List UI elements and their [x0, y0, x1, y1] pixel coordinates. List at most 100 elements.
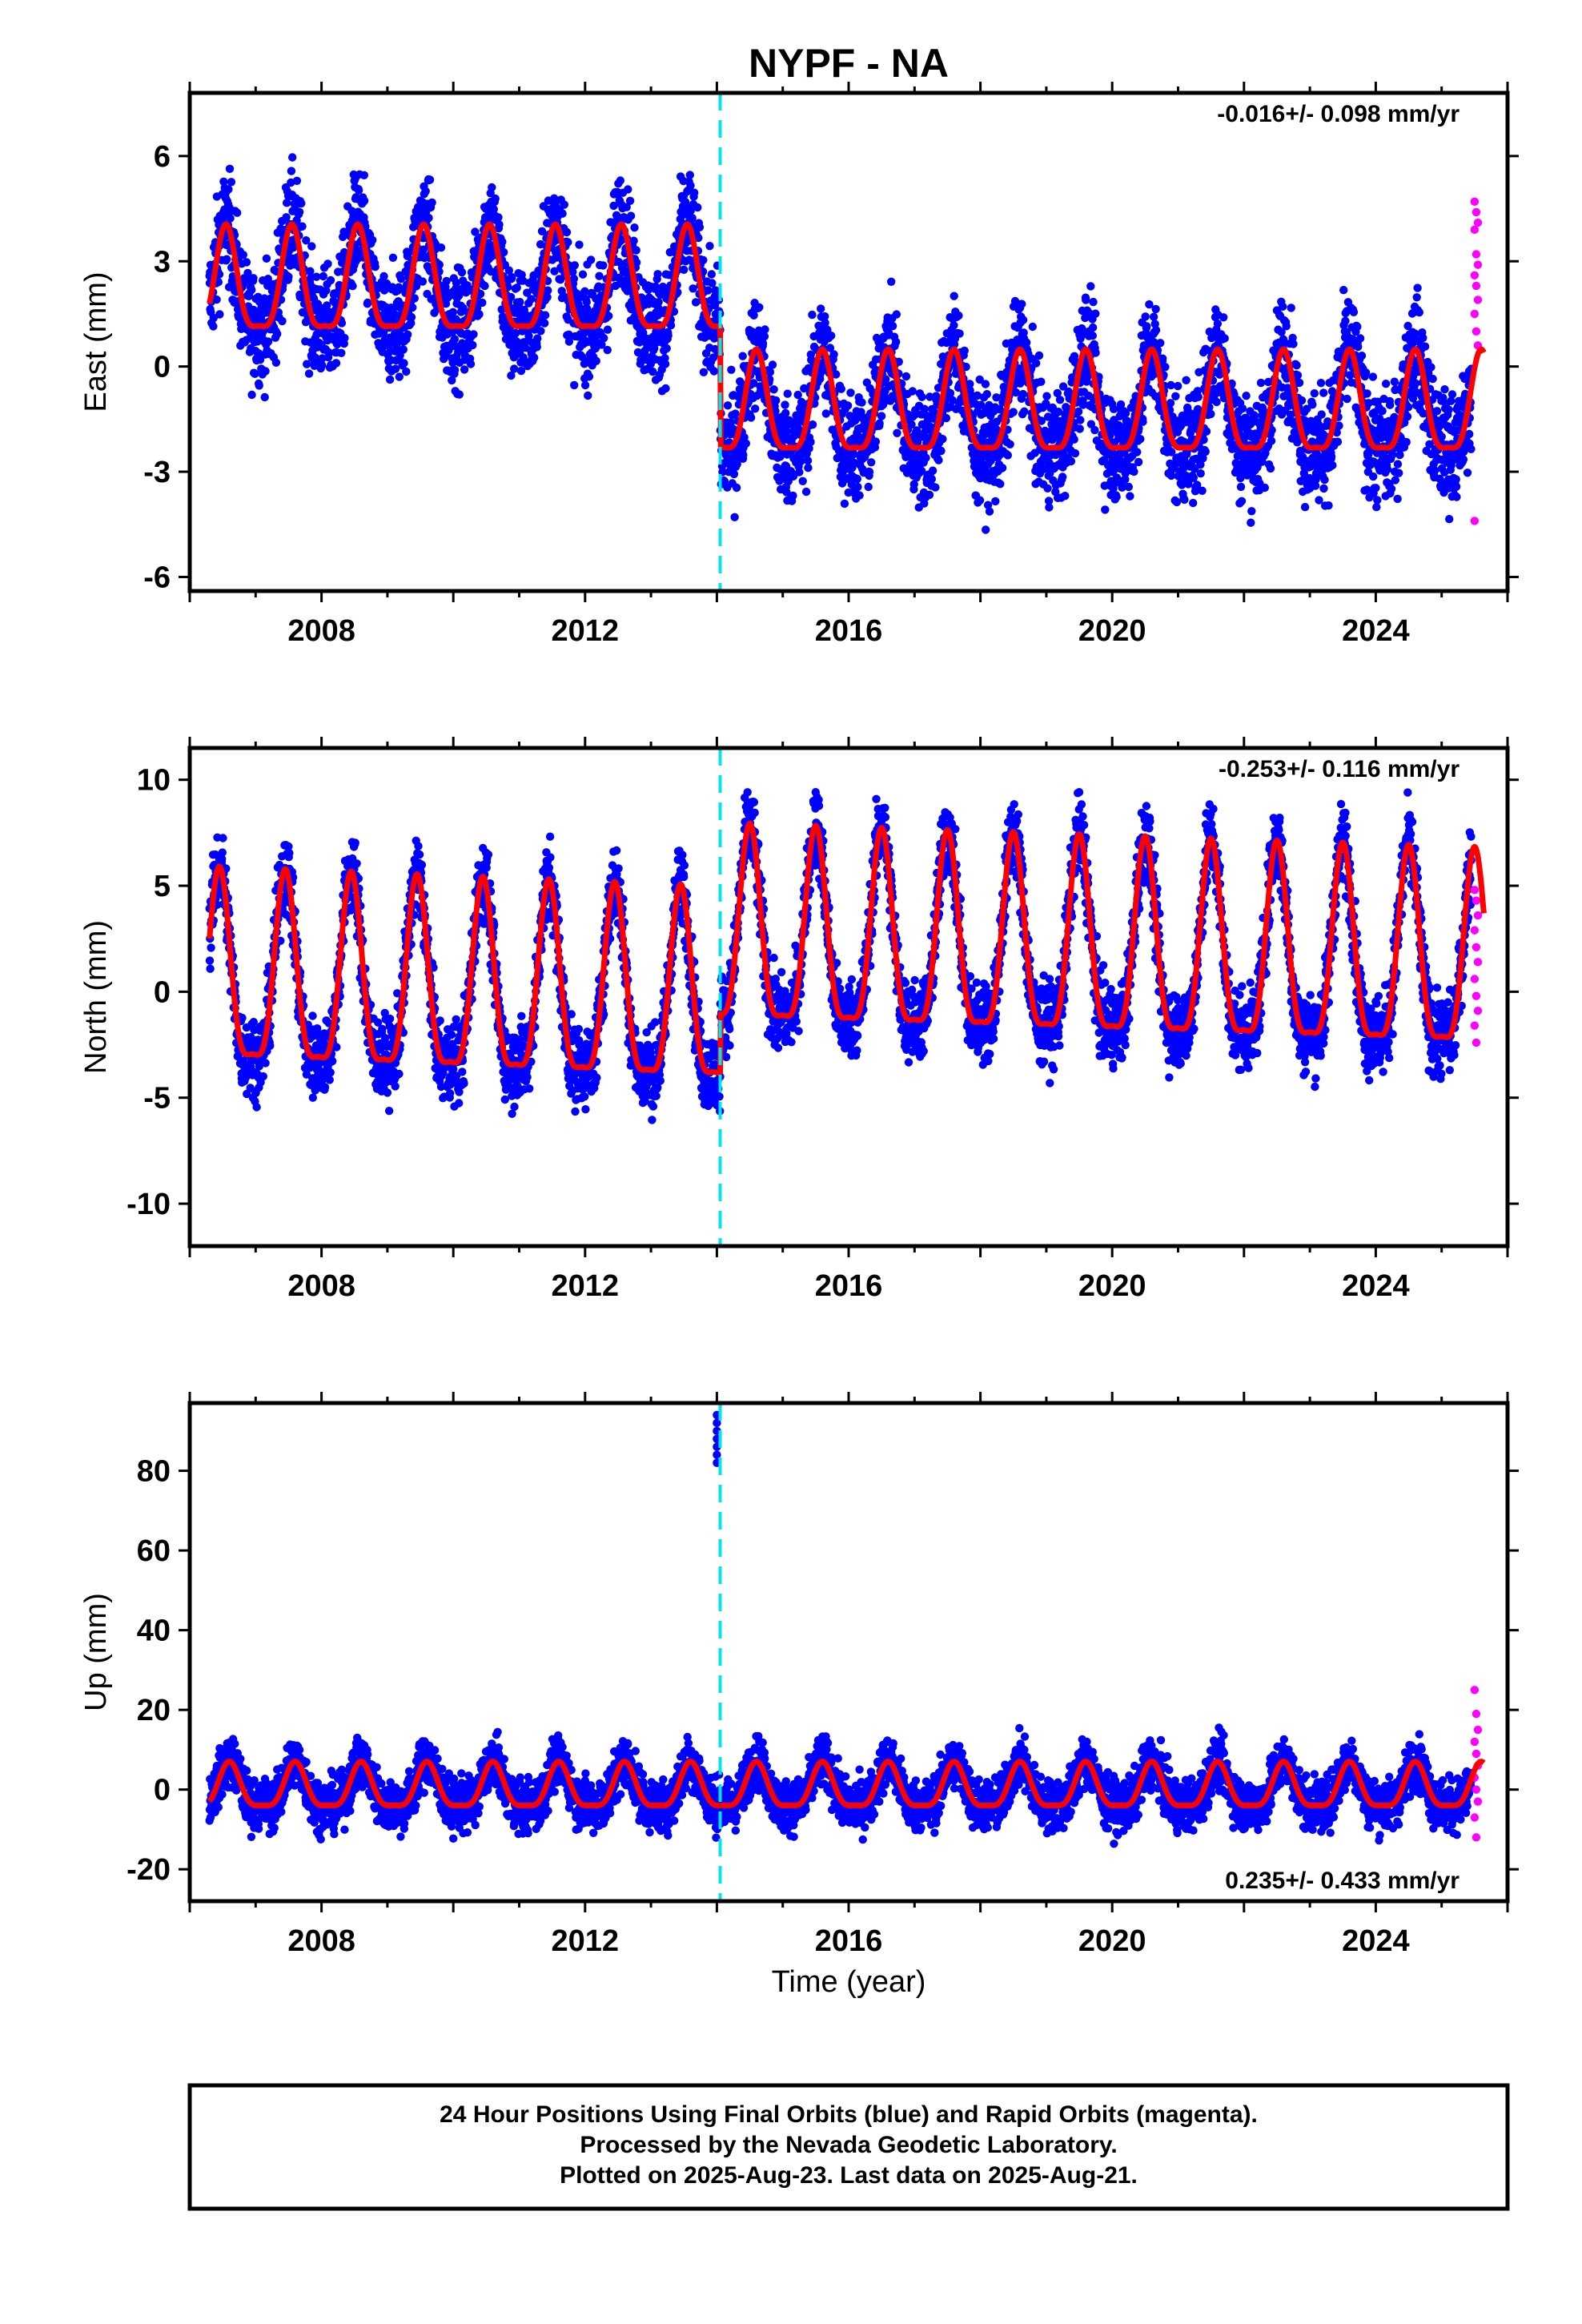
east-data-point — [1267, 436, 1276, 445]
east-data-point — [408, 303, 417, 312]
east-data-point — [550, 267, 559, 275]
east-data-point — [846, 388, 855, 397]
east-data-point — [448, 358, 457, 367]
east-data-point — [907, 420, 916, 429]
east-data-point — [1196, 469, 1205, 478]
east-data-point — [1055, 396, 1065, 404]
east-data-point — [491, 194, 500, 203]
east-data-point — [560, 200, 568, 209]
east-data-point — [1018, 316, 1028, 324]
east-data-point — [400, 359, 408, 368]
east-data-point — [1018, 389, 1028, 399]
east-data-point — [260, 392, 269, 402]
east-data-point — [543, 292, 552, 302]
east-data-point — [410, 294, 419, 303]
east-rapid-point — [1473, 296, 1483, 304]
east-data-point — [1463, 468, 1472, 477]
east-data-point — [450, 335, 459, 344]
east-data-point — [262, 254, 271, 263]
east-data-point — [303, 360, 311, 368]
east-data-point — [1467, 444, 1476, 453]
east-data-point — [570, 261, 579, 270]
east-data-point — [1198, 486, 1207, 495]
east-data-point — [912, 426, 921, 435]
east-data-point — [1022, 338, 1031, 347]
east-data-point — [985, 507, 994, 516]
east-data-point — [243, 268, 252, 278]
east-data-point — [1385, 400, 1395, 409]
east-data-point — [1151, 304, 1160, 314]
east-data-point — [973, 391, 982, 400]
east-data-point — [622, 203, 631, 211]
east-data-point — [798, 476, 807, 485]
east-data-point — [855, 491, 864, 500]
east-data-point — [888, 321, 897, 331]
east-data-point — [1440, 385, 1449, 394]
east-data-point — [1324, 501, 1333, 510]
east-data-point — [424, 213, 433, 223]
east-data-point — [1219, 313, 1228, 322]
east-data-point — [271, 358, 281, 367]
east-data-point — [1149, 312, 1158, 321]
east-data-point — [1011, 388, 1021, 397]
east-data-point — [938, 435, 947, 444]
east-data-point — [1112, 493, 1121, 501]
east-data-point — [421, 187, 430, 195]
east-data-point — [564, 238, 572, 247]
east-data-point — [495, 220, 504, 229]
east-data-point — [877, 412, 886, 420]
east-data-point — [442, 276, 451, 286]
east-data-point — [603, 345, 612, 355]
east-data-point — [540, 311, 550, 320]
east-data-point — [821, 312, 829, 321]
east-data-point — [404, 330, 412, 339]
east-data-point — [1136, 435, 1145, 444]
east-data-point — [524, 332, 533, 340]
east-data-point — [582, 298, 591, 307]
east-data-point — [1411, 379, 1420, 388]
east-data-point — [1452, 475, 1460, 484]
east-data-point — [1018, 300, 1026, 308]
east-data-point — [723, 401, 733, 410]
east-data-point — [471, 227, 480, 236]
east-data-point — [771, 407, 780, 416]
east-data-point — [311, 353, 320, 362]
east-data-point — [624, 185, 632, 194]
east-data-point — [629, 236, 638, 245]
east-data-point — [881, 375, 890, 384]
east-data-point — [726, 418, 735, 427]
east-data-point — [887, 277, 896, 286]
east-data-point — [1266, 464, 1275, 473]
east-data-point — [1427, 363, 1435, 372]
east-data-point — [224, 185, 233, 194]
east-data-point — [992, 393, 1001, 402]
east-data-point — [1037, 416, 1046, 425]
east-data-point — [506, 292, 516, 302]
east-final-orbit-points — [205, 153, 1476, 534]
east-data-point — [318, 361, 327, 370]
east-data-point — [909, 480, 918, 489]
east-data-point — [626, 211, 636, 220]
east-data-point — [808, 420, 817, 429]
east-data-point — [801, 487, 811, 497]
east-data-point — [749, 311, 758, 320]
east-data-point — [793, 390, 802, 400]
east-data-point — [769, 385, 778, 394]
east-data-point — [600, 334, 608, 343]
east-data-point — [226, 214, 235, 223]
east-data-point — [537, 227, 547, 235]
east-data-point — [394, 283, 404, 292]
east-data-point — [950, 321, 958, 330]
east-data-point — [597, 340, 606, 349]
east-data-point — [1355, 334, 1365, 343]
east-rapid-point — [1470, 197, 1480, 206]
east-data-point — [1420, 342, 1430, 351]
east-data-point — [215, 310, 224, 319]
east-data-point — [632, 258, 641, 267]
east-data-point — [928, 466, 938, 475]
east-data-point — [1044, 497, 1054, 505]
east-data-point — [1431, 466, 1439, 475]
east-data-point — [1353, 322, 1362, 332]
east-data-point — [1447, 390, 1457, 399]
east-data-point — [396, 274, 406, 283]
